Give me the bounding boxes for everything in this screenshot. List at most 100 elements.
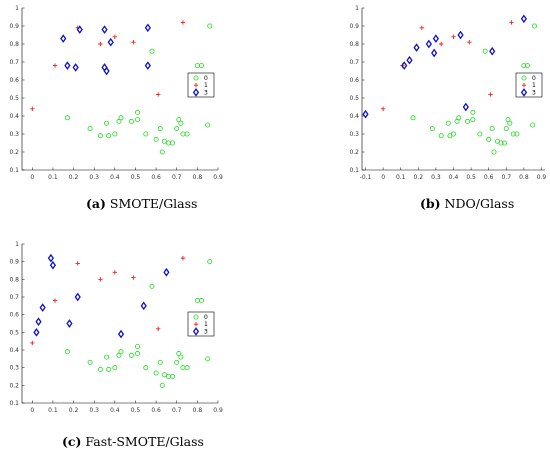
- data-point-class-0: [165, 373, 171, 379]
- data-point-class-0: [194, 63, 200, 69]
- data-point-class-0: [502, 140, 508, 146]
- x-tick-label: 0.1: [48, 174, 58, 181]
- data-point-class-0: [128, 352, 134, 358]
- x-tick-label: 0.5: [131, 174, 141, 181]
- data-point-class-3: [406, 55, 413, 65]
- legend-label-1: 1: [532, 82, 536, 89]
- data-point-class-0: [498, 140, 504, 146]
- legend-entry-1: 1: [193, 82, 208, 89]
- x-tick-label: 0.1: [396, 174, 406, 181]
- panel-smote: 0.10.20.30.40.50.60.70.80.91 0 0.1 0.2 0.3 0…: [9, 5, 222, 211]
- data-point-class-0: [531, 23, 537, 29]
- y-tick-label: 0.3: [9, 365, 19, 372]
- data-point-class-3: [60, 34, 67, 43]
- data-point-class-1: [509, 20, 514, 25]
- x-tick-label: 0.7: [502, 174, 512, 181]
- legend: 0 1 3: [187, 311, 215, 337]
- data-point-class-0: [456, 115, 462, 121]
- data-point-class-0: [174, 126, 180, 132]
- data-point-class-0: [153, 370, 159, 376]
- data-point-class-1: [75, 261, 80, 266]
- legend-entry-0: 0: [193, 314, 208, 321]
- y-tick-label: 0.8: [9, 276, 19, 283]
- data-point-class-1: [155, 326, 161, 331]
- legend-marker-3: [520, 88, 528, 97]
- legend-box: [187, 72, 215, 98]
- data-point-class-0: [429, 126, 435, 132]
- y-tick-label: 0.1: [9, 167, 19, 174]
- x-tick-label: 0.6: [151, 407, 161, 414]
- data-point-class-0: [450, 131, 456, 137]
- y-tick-label: 0.2: [349, 149, 359, 156]
- x-tick-label: 0.7: [172, 174, 182, 181]
- legend-marker-0: [521, 75, 527, 81]
- data-point-class-0: [207, 23, 213, 29]
- data-point-class-0: [106, 366, 112, 372]
- data-point-class-1: [488, 92, 493, 97]
- data-point-class-0: [64, 349, 70, 355]
- data-point-class-3: [117, 329, 125, 339]
- x-tick-label: 0.2: [69, 407, 79, 414]
- x-tick-label: 0.1: [48, 407, 58, 414]
- data-point-class-0: [116, 118, 122, 124]
- panel-fast-smote: 0.10.20.30.40.50.60.70.80.91 0 0.1 0.2 0.3 0…: [9, 241, 222, 449]
- x-tick-label: 0.4: [110, 407, 120, 414]
- caption-text: Fast-SMOTE/Glass: [81, 434, 203, 449]
- data-point-class-3: [462, 102, 469, 112]
- data-point-class-0: [510, 131, 516, 137]
- legend-label-0: 0: [204, 75, 208, 82]
- x-tick-label: 0.5: [466, 174, 476, 181]
- y-tick-label: 1: [355, 5, 359, 12]
- y-tick-label: 0.9: [9, 23, 19, 30]
- y-tick-label: 0.7: [9, 294, 19, 301]
- legend-marker-1: [521, 83, 527, 88]
- data-point-class-0: [198, 63, 204, 69]
- legend-marker-1: [193, 322, 199, 327]
- data-point-class-3: [432, 34, 440, 43]
- scatter-points: [30, 20, 213, 155]
- data-point-class-3: [362, 109, 369, 119]
- y-tick-label: 0.1: [9, 400, 19, 407]
- data-point-class-1: [30, 340, 35, 346]
- y-tick-label: 0.6: [9, 77, 19, 84]
- x-tick-label: 0.9: [537, 174, 547, 181]
- data-point-class-0: [97, 133, 103, 139]
- x-tick-label: 0.5: [131, 407, 141, 414]
- x-tick-label: 0.8: [519, 174, 529, 181]
- data-point-class-0: [194, 298, 200, 304]
- data-point-class-3: [66, 319, 73, 328]
- legend-label-3: 3: [204, 328, 208, 335]
- x-tick-label: 0.2: [69, 174, 79, 181]
- data-point-class-0: [159, 382, 165, 388]
- x-tick-label: -0.1: [360, 174, 372, 181]
- data-point-class-0: [205, 356, 211, 362]
- data-point-class-0: [178, 354, 184, 360]
- data-point-class-3: [39, 303, 46, 312]
- x-tick-labels: 0 0.1 0.2 0.3 0.4 0.5 0.6 0.7 0.8 0.9: [30, 167, 223, 181]
- legend-label-1: 1: [204, 321, 208, 328]
- data-point-class-0: [64, 115, 70, 121]
- data-point-class-0: [87, 126, 93, 132]
- legend-box: [515, 72, 543, 98]
- data-point-class-3: [74, 292, 81, 302]
- data-point-class-1: [52, 63, 58, 68]
- data-point-class-1: [380, 106, 386, 111]
- data-point-class-0: [180, 131, 186, 137]
- y-tick-label: 0.2: [9, 149, 19, 156]
- data-point-class-3: [163, 267, 170, 277]
- legend-entry-3: 3: [520, 88, 536, 97]
- data-point-class-0: [161, 372, 167, 378]
- legend-entry-1: 1: [193, 321, 208, 328]
- caption-tag: (b): [420, 196, 441, 211]
- caption-text: SMOTE/Glass: [106, 196, 198, 211]
- data-point-class-3: [49, 260, 57, 270]
- legend-entry-1: 1: [521, 82, 536, 89]
- x-tick-labels: -0.1 0 0.1 0.2 0.3 0.4 0.5 0.6 0.7 0.8 0.9: [360, 167, 547, 181]
- legend-entry-0: 0: [521, 75, 536, 82]
- data-point-class-0: [87, 359, 93, 365]
- data-point-class-0: [174, 359, 180, 365]
- data-point-class-0: [470, 109, 476, 115]
- data-point-class-0: [477, 131, 483, 137]
- data-point-class-0: [445, 120, 451, 126]
- data-point-class-0: [180, 365, 186, 371]
